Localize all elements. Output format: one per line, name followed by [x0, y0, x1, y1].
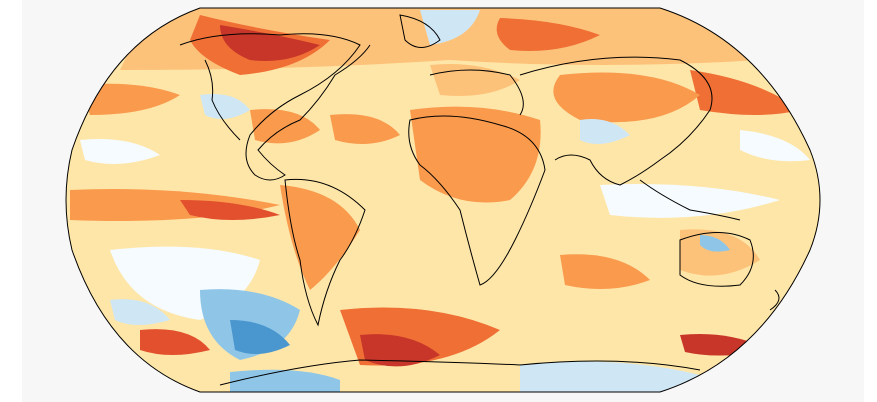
anomaly-central-asia — [553, 72, 700, 123]
anomaly-indian-ocean — [600, 184, 780, 218]
anomaly-amundsen-cool — [230, 320, 290, 354]
coast-australia — [679, 232, 754, 287]
anomaly-west-pacific — [690, 70, 800, 115]
anomaly-east-antarctic-warm — [680, 334, 770, 356]
anomaly-antarctica-cool — [520, 361, 700, 392]
coast-na-west — [204, 59, 241, 141]
anomaly-west-pacific-neutral — [740, 130, 810, 162]
anomaly-tibet-cool — [580, 119, 630, 144]
coast-asia — [519, 56, 713, 186]
coastlines — [179, 14, 780, 386]
anomaly-siberia — [496, 18, 600, 51]
coast-south-america — [284, 178, 366, 327]
coast-indonesia — [639, 179, 741, 221]
map-border — [65, 7, 821, 393]
anomaly-antarctic-peninsula — [230, 369, 340, 392]
anomaly-north-atlantic — [330, 114, 400, 144]
coast-new-zealand — [769, 289, 780, 311]
anomaly-australia-cool — [700, 235, 730, 252]
anomaly-se-pacific-cool — [110, 299, 170, 325]
anomaly-indian-south — [560, 254, 650, 289]
anomaly-el-nino — [180, 200, 280, 220]
anomaly-weddell-warm — [360, 334, 440, 367]
coast-africa — [408, 115, 546, 286]
anomaly-africa — [410, 106, 541, 203]
coast-greenland — [399, 14, 441, 48]
anomaly-pacific-neutral — [80, 139, 160, 164]
anomaly-ross-warm — [140, 329, 210, 355]
anomaly-greenland-cool — [420, 10, 480, 45]
coast-antarctica — [219, 359, 701, 386]
coast-europe — [429, 69, 524, 116]
coast-north-america — [179, 33, 371, 181]
anomaly-north-pacific — [80, 83, 180, 115]
